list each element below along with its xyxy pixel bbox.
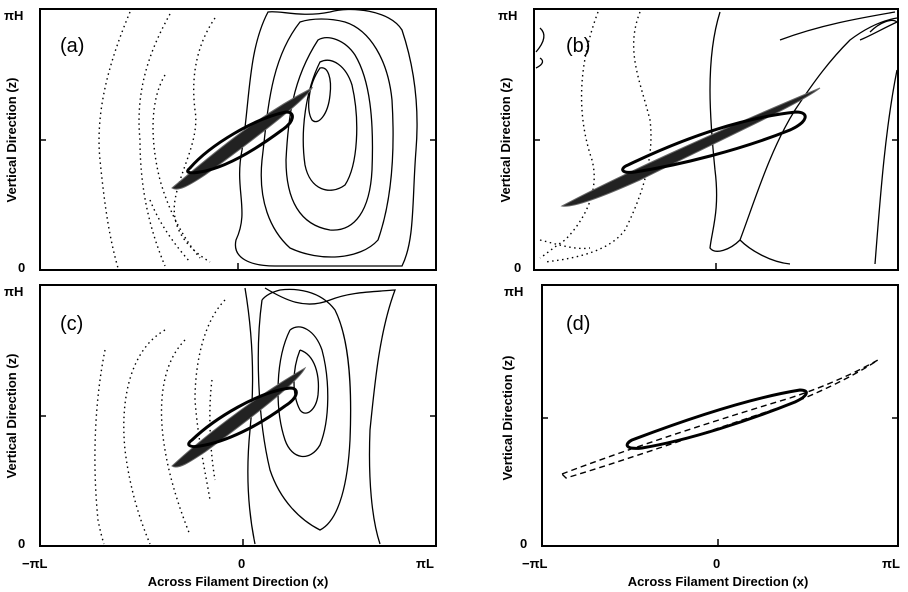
panel-b-solid-contours	[535, 11, 899, 265]
panel-d-x-axis-label: Across Filament Direction (x)	[628, 574, 809, 589]
panel-c-dotted-contours	[94, 299, 226, 545]
panel-d-thick-contour	[625, 388, 808, 450]
panel-c-x-tick-left: −πL	[22, 556, 48, 571]
panel-b: (b)	[533, 8, 899, 271]
panel-d-x-tick-mid: 0	[713, 556, 720, 571]
panel-b-y-tick-top: πH	[498, 8, 517, 23]
panel-d-y-tick-bottom: 0	[520, 536, 527, 551]
panel-d-dashed-contour	[560, 359, 879, 479]
panel-c-filament	[171, 366, 307, 468]
panel-b-dotted-contours	[539, 11, 652, 263]
panel-a-y-tick-bottom: 0	[18, 260, 25, 275]
panel-a: (a)	[39, 8, 437, 271]
panel-d-frame	[541, 284, 899, 547]
panel-d-x-tick-left: −πL	[522, 556, 548, 571]
panel-c-solid-contours	[244, 287, 396, 545]
panel-b-y-axis-label: Vertical Direction (z)	[498, 78, 513, 203]
panel-d: (d)	[541, 284, 899, 547]
panel-a-y-tick-top: πH	[4, 8, 23, 23]
panel-a-solid-contours	[234, 8, 418, 267]
panel-a-y-axis-label: Vertical Direction (z)	[4, 78, 19, 203]
panel-c-y-axis-label: Vertical Direction (z)	[4, 354, 19, 479]
panel-a-thick-contour	[186, 110, 294, 175]
panel-c-x-tick-right: πL	[416, 556, 434, 571]
panel-b-y-tick-bottom: 0	[514, 260, 521, 275]
panel-c-y-tick-top: πH	[4, 284, 23, 299]
panel-a-dotted-contours	[98, 11, 216, 269]
panel-d-label: (d)	[566, 313, 590, 335]
panel-b-filament	[560, 87, 821, 207]
panel-c: (c)	[39, 284, 437, 547]
panel-c-thick-contour	[187, 386, 298, 448]
panel-b-label: (b)	[566, 35, 590, 57]
panel-a-label: (a)	[60, 35, 84, 57]
panel-b-thick-contour	[621, 110, 807, 174]
panel-c-y-tick-bottom: 0	[18, 536, 25, 551]
panel-d-y-tick-top: πH	[504, 284, 523, 299]
panel-c-x-tick-mid: 0	[238, 556, 245, 571]
panel-d-y-axis-label: Vertical Direction (z)	[500, 356, 515, 481]
panel-d-x-tick-right: πL	[882, 556, 900, 571]
panel-c-label: (c)	[60, 313, 83, 335]
panel-c-x-axis-label: Across Filament Direction (x)	[148, 574, 329, 589]
